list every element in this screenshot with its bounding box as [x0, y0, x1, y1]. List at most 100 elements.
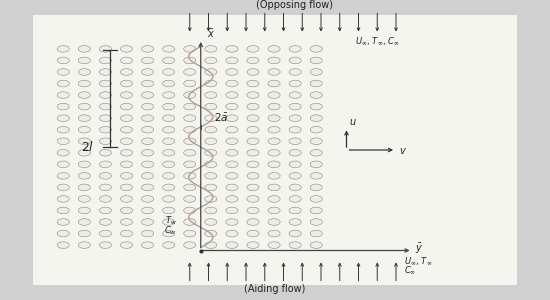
- Circle shape: [268, 46, 280, 52]
- Circle shape: [289, 92, 301, 98]
- Circle shape: [141, 207, 153, 214]
- Circle shape: [226, 138, 238, 145]
- Circle shape: [120, 149, 133, 156]
- Circle shape: [184, 115, 196, 122]
- Circle shape: [226, 161, 238, 168]
- Circle shape: [163, 46, 175, 52]
- Circle shape: [268, 207, 280, 214]
- Circle shape: [226, 46, 238, 52]
- Circle shape: [205, 69, 217, 75]
- Circle shape: [268, 92, 280, 98]
- Circle shape: [100, 184, 112, 191]
- Circle shape: [289, 69, 301, 75]
- Circle shape: [205, 207, 217, 214]
- Circle shape: [310, 219, 322, 225]
- Circle shape: [247, 161, 259, 168]
- Text: (Aiding flow): (Aiding flow): [244, 284, 306, 294]
- Circle shape: [247, 103, 259, 110]
- Circle shape: [268, 103, 280, 110]
- Circle shape: [100, 92, 112, 98]
- Circle shape: [289, 242, 301, 248]
- Circle shape: [141, 230, 153, 237]
- Circle shape: [57, 138, 69, 145]
- Circle shape: [226, 219, 238, 225]
- Circle shape: [78, 161, 90, 168]
- Circle shape: [78, 115, 90, 122]
- Circle shape: [57, 103, 69, 110]
- Circle shape: [163, 138, 175, 145]
- Circle shape: [100, 230, 112, 237]
- Circle shape: [184, 184, 196, 191]
- Circle shape: [289, 115, 301, 122]
- Circle shape: [100, 103, 112, 110]
- Circle shape: [163, 126, 175, 133]
- Circle shape: [57, 46, 69, 52]
- Circle shape: [184, 242, 196, 248]
- Circle shape: [120, 184, 133, 191]
- Circle shape: [247, 126, 259, 133]
- Text: (Opposing flow): (Opposing flow): [256, 0, 333, 11]
- Circle shape: [163, 242, 175, 248]
- Circle shape: [57, 149, 69, 156]
- Circle shape: [184, 172, 196, 179]
- Circle shape: [184, 126, 196, 133]
- Circle shape: [120, 92, 133, 98]
- Circle shape: [141, 92, 153, 98]
- Circle shape: [184, 149, 196, 156]
- Circle shape: [310, 92, 322, 98]
- Circle shape: [184, 103, 196, 110]
- Circle shape: [100, 172, 112, 179]
- Circle shape: [268, 115, 280, 122]
- Circle shape: [141, 138, 153, 145]
- Circle shape: [120, 80, 133, 87]
- Circle shape: [100, 207, 112, 214]
- Circle shape: [226, 126, 238, 133]
- Circle shape: [310, 80, 322, 87]
- Circle shape: [310, 126, 322, 133]
- Circle shape: [247, 196, 259, 202]
- Circle shape: [226, 242, 238, 248]
- Circle shape: [226, 80, 238, 87]
- Circle shape: [184, 207, 196, 214]
- Circle shape: [141, 172, 153, 179]
- Circle shape: [247, 46, 259, 52]
- Circle shape: [163, 219, 175, 225]
- Circle shape: [141, 242, 153, 248]
- Circle shape: [247, 172, 259, 179]
- Circle shape: [268, 196, 280, 202]
- Circle shape: [120, 207, 133, 214]
- Circle shape: [57, 242, 69, 248]
- Circle shape: [205, 126, 217, 133]
- Circle shape: [141, 69, 153, 75]
- Circle shape: [120, 115, 133, 122]
- Circle shape: [289, 219, 301, 225]
- Circle shape: [78, 219, 90, 225]
- Circle shape: [100, 242, 112, 248]
- Circle shape: [120, 46, 133, 52]
- Circle shape: [226, 196, 238, 202]
- Circle shape: [141, 46, 153, 52]
- Circle shape: [78, 242, 90, 248]
- Circle shape: [310, 161, 322, 168]
- Circle shape: [268, 149, 280, 156]
- Circle shape: [226, 69, 238, 75]
- Circle shape: [163, 57, 175, 64]
- Circle shape: [120, 103, 133, 110]
- Circle shape: [268, 242, 280, 248]
- Circle shape: [226, 230, 238, 237]
- Circle shape: [100, 196, 112, 202]
- Circle shape: [310, 103, 322, 110]
- Circle shape: [141, 196, 153, 202]
- Circle shape: [163, 149, 175, 156]
- Circle shape: [100, 138, 112, 145]
- Circle shape: [120, 242, 133, 248]
- Circle shape: [289, 138, 301, 145]
- Circle shape: [289, 103, 301, 110]
- Circle shape: [289, 184, 301, 191]
- Circle shape: [310, 184, 322, 191]
- Circle shape: [310, 196, 322, 202]
- Circle shape: [163, 92, 175, 98]
- Circle shape: [163, 115, 175, 122]
- Circle shape: [57, 172, 69, 179]
- Circle shape: [141, 103, 153, 110]
